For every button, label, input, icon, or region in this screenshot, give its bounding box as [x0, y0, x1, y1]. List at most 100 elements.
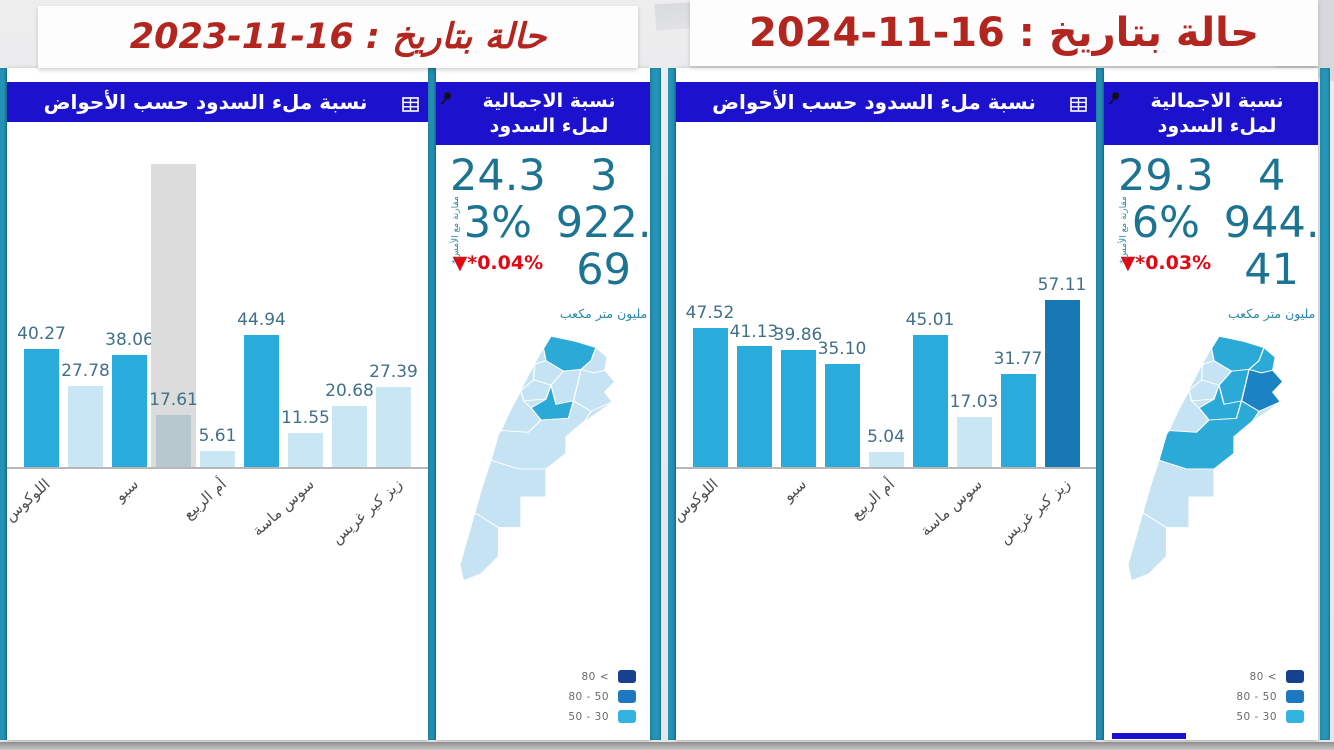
date-title-2024: حالة بتاريخ : 16-11-2024 — [748, 10, 1260, 56]
legend-swatch — [1286, 670, 1304, 683]
bar-أم الربيع[interactable]: 5.61 — [199, 152, 236, 467]
map-region-ws_south[interactable] — [1126, 512, 1167, 582]
bar-rect[interactable] — [1044, 300, 1080, 467]
map-region-ws_north[interactable] — [473, 460, 547, 529]
kpi-delta: ▼*0.04% — [452, 252, 544, 275]
bar-اللوكوس[interactable]: 47.52 — [686, 152, 734, 467]
kpi-total-line3: 41 — [1244, 245, 1299, 296]
kpi-total-block: 4 944. 41 مليون متر مكعب — [1223, 153, 1318, 322]
bar-rect[interactable] — [780, 350, 816, 467]
bar-rect[interactable] — [332, 406, 367, 467]
legend-row: 80 < — [1236, 670, 1304, 683]
bar-rect[interactable] — [288, 433, 323, 467]
kpi-percent-block: مقارنة مع الأمس* 29.3 6% ▼*0.03% — [1118, 153, 1214, 321]
frame-strip — [1320, 68, 1330, 740]
bar-value-label: 5.04 — [867, 427, 905, 448]
bar-سبو[interactable]: 39.86 — [774, 152, 822, 467]
frame-strip — [1096, 68, 1104, 740]
kpi-header: نسبة الاجمالية لملء السدود — [1104, 82, 1318, 146]
bar-rect[interactable] — [376, 387, 411, 467]
bar-rect[interactable] — [912, 335, 948, 467]
date-banner-2024: حالة بتاريخ : 16-11-2024 — [690, 0, 1318, 66]
kpi-percent-line2: 3% — [463, 198, 532, 249]
kpi-title: نسبة الاجمالية لملء السدود — [482, 90, 616, 137]
bar-rect[interactable] — [200, 451, 235, 467]
axis-label-سبو: سبو — [779, 475, 811, 506]
pin-icon — [1107, 88, 1121, 113]
bar-basin-1[interactable]: 27.78 — [61, 152, 110, 467]
chart-title: نسبة ملء السدود حسب الأحواض — [712, 90, 1036, 114]
legend-row: 50 - 30 — [568, 710, 636, 723]
bar-basin-3[interactable]: 17.61 — [149, 152, 198, 467]
bar-value-label: 47.52 — [685, 302, 735, 323]
bar-اللوكوس[interactable]: 40.27 — [17, 152, 66, 467]
axis-label-زيز كير غريس: زيز كير غريس — [996, 475, 1075, 548]
frame-strip — [650, 68, 661, 740]
bar-basin-5[interactable]: 44.94 — [237, 152, 286, 467]
bar-value-label: 17.03 — [949, 392, 999, 413]
bar-زيز كير غريس[interactable]: 27.39 — [369, 152, 418, 467]
kpi-title: نسبة الاجمالية لملء السدود — [1150, 90, 1284, 137]
bar-value-label: 38.06 — [105, 330, 154, 351]
bar-chart-panel-2023: نسبة ملء السدود حسب الأحواض 40.27 27.78 38… — [7, 68, 428, 740]
kpi-delta: ▼*0.03% — [1120, 252, 1212, 275]
bar-basin-1[interactable]: 41.13 — [730, 152, 778, 467]
map-region-casa[interactable] — [1187, 379, 1220, 402]
bar-rect[interactable] — [824, 364, 860, 467]
bar-basin-7[interactable]: 20.68 — [325, 152, 374, 467]
morocco-map-2023[interactable] — [456, 331, 631, 593]
map-region-casa[interactable] — [519, 379, 552, 402]
axis-label-سوس ماسة: سوس ماسة — [249, 475, 319, 540]
bar-rect[interactable] — [68, 386, 103, 467]
legend-row: 50 - 30 — [1236, 710, 1304, 723]
kpi-total-line2: 944. — [1223, 198, 1318, 249]
axis-label-اللوكوس: اللوكوس — [7, 475, 55, 525]
bar-سوس ماسة[interactable]: 17.03 — [950, 152, 998, 467]
bars-2023: 40.27 27.78 38.06 17.61 5.61 44.94 11.55 20.68 2… — [7, 152, 428, 467]
legend-label: 80 - 50 — [1236, 690, 1277, 703]
bar-rect[interactable] — [244, 335, 279, 467]
kpi-panel-2024: نسبة الاجمالية لملء السدود مقارنة مع الأ… — [1104, 68, 1318, 740]
grid-icon[interactable] — [402, 92, 419, 118]
bar-rect[interactable] — [156, 415, 191, 467]
legend-label: 80 < — [581, 670, 609, 683]
map-legend: 80 < 80 - 50 50 - 30 — [1236, 663, 1304, 730]
frame-strip — [668, 68, 676, 740]
kpi-percent-line2: 6% — [1131, 198, 1200, 249]
map-region-ws_north[interactable] — [1141, 460, 1215, 529]
date-banner-2023: حالة بتاريخ : 16-11-2023 — [38, 6, 638, 68]
bar-rect[interactable] — [736, 346, 772, 467]
bar-basin-5[interactable]: 45.01 — [906, 152, 954, 467]
bar-rect[interactable] — [1000, 374, 1036, 467]
kpi-percent-value: 29.3 6% — [1118, 153, 1214, 247]
legend-row: 80 - 50 — [1236, 690, 1304, 703]
bar-value-label: 11.55 — [281, 408, 330, 429]
bar-أم الربيع[interactable]: 5.04 — [867, 152, 905, 467]
bar-rect[interactable] — [112, 355, 147, 467]
bar-سوس ماسة[interactable]: 11.55 — [281, 152, 330, 467]
legend-label: 50 - 30 — [1236, 710, 1277, 723]
legend-swatch — [1286, 690, 1304, 703]
legend-label: 50 - 30 — [568, 710, 609, 723]
bar-rect[interactable] — [24, 349, 59, 467]
bar-rect[interactable] — [956, 417, 992, 467]
dashboard-2023: نسبة ملء السدود حسب الأحواض 40.27 27.78 38… — [0, 68, 661, 740]
bar-سبو[interactable]: 38.06 — [105, 152, 154, 467]
map-region-ws_south[interactable] — [458, 512, 499, 582]
bar-rect[interactable] — [692, 328, 728, 467]
grid-icon[interactable] — [1070, 92, 1087, 118]
bar-basin-3[interactable]: 35.10 — [818, 152, 866, 467]
bar-rect[interactable] — [868, 452, 904, 467]
bar-value-label: 39.86 — [773, 325, 823, 346]
bar-زيز كير غريس[interactable]: 57.11 — [1038, 152, 1086, 467]
kpi-panel-2023: نسبة الاجمالية لملء السدود مقارنة مع الأ… — [436, 68, 650, 740]
legend-swatch — [1286, 710, 1304, 723]
axis-label-أم الربيع: أم الربيع — [847, 475, 899, 524]
axis-label-اللوكوس: اللوكوس — [676, 475, 723, 525]
bar-basin-7[interactable]: 31.77 — [994, 152, 1042, 467]
chart-header: نسبة ملء السدود حسب الأحواض — [676, 82, 1096, 122]
morocco-map-2024[interactable] — [1124, 331, 1299, 593]
panel-bottom-accent — [1112, 733, 1186, 739]
kpi-total-line1: 3 — [589, 151, 618, 202]
